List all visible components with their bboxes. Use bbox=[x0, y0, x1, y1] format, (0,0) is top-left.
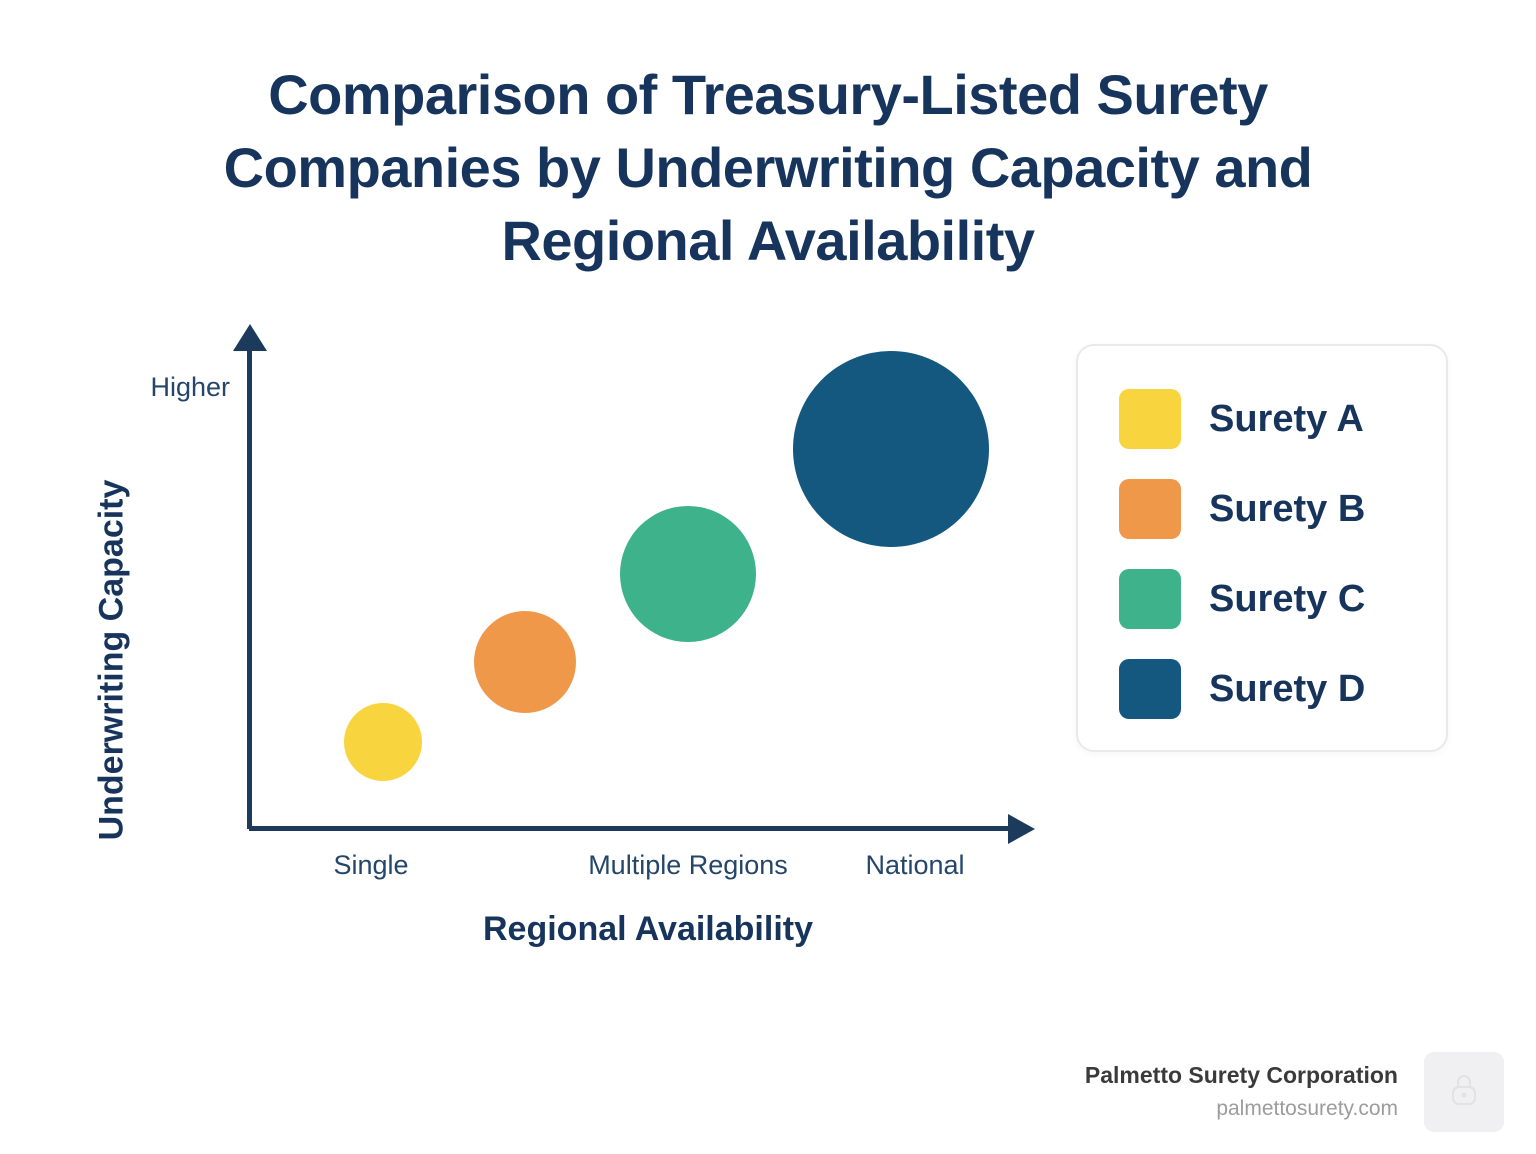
bubble-surety-a bbox=[344, 703, 422, 781]
x-axis-arrow-icon bbox=[1008, 814, 1035, 844]
legend: Surety A Surety B Surety C Surety D bbox=[1076, 344, 1448, 752]
bubble-surety-c bbox=[620, 506, 756, 642]
legend-label-surety-a: Surety A bbox=[1209, 397, 1364, 440]
y-axis-arrow-icon bbox=[233, 324, 267, 351]
chart-title: Comparison of Treasury-Listed Surety Com… bbox=[0, 58, 1536, 277]
x-tick-single: Single bbox=[333, 850, 409, 880]
chart-title-line-3: Regional Availability bbox=[501, 209, 1035, 272]
chart-title-line-1: Comparison of Treasury-Listed Surety bbox=[268, 63, 1268, 126]
legend-swatch-surety-b bbox=[1119, 479, 1181, 539]
legend-swatch-surety-c bbox=[1119, 569, 1181, 629]
x-tick-multiple-regions: Multiple Regions bbox=[588, 850, 788, 880]
y-axis-top-label: Higher bbox=[150, 372, 230, 402]
watermark-box bbox=[1424, 1052, 1504, 1132]
legend-swatch-surety-a bbox=[1119, 389, 1181, 449]
bubble-surety-d bbox=[793, 351, 989, 547]
footer-attribution: Palmetto Surety Corporation palmettosure… bbox=[1085, 1062, 1398, 1121]
legend-label-surety-b: Surety B bbox=[1209, 487, 1366, 530]
legend-label-surety-d: Surety D bbox=[1209, 667, 1366, 710]
x-axis-line bbox=[249, 826, 1010, 831]
legend-label-surety-c: Surety C bbox=[1209, 577, 1366, 620]
legend-item-surety-c: Surety C bbox=[1119, 569, 1446, 629]
legend-item-surety-d: Surety D bbox=[1119, 659, 1446, 719]
legend-swatch-surety-d bbox=[1119, 659, 1181, 719]
footer-company-name: Palmetto Surety Corporation bbox=[1084, 1062, 1398, 1088]
legend-item-surety-b: Surety B bbox=[1119, 479, 1446, 539]
footer-website: palmettosurety.com bbox=[1216, 1097, 1398, 1120]
y-axis-line bbox=[247, 348, 252, 829]
chart-title-line-2: Companies by Underwriting Capacity and bbox=[223, 136, 1313, 199]
legend-item-surety-a: Surety A bbox=[1119, 389, 1446, 449]
x-axis-title: Regional Availability bbox=[482, 910, 814, 948]
x-tick-national: National bbox=[865, 850, 965, 880]
lock-icon bbox=[1449, 1073, 1479, 1112]
bubble-surety-b bbox=[474, 611, 576, 713]
